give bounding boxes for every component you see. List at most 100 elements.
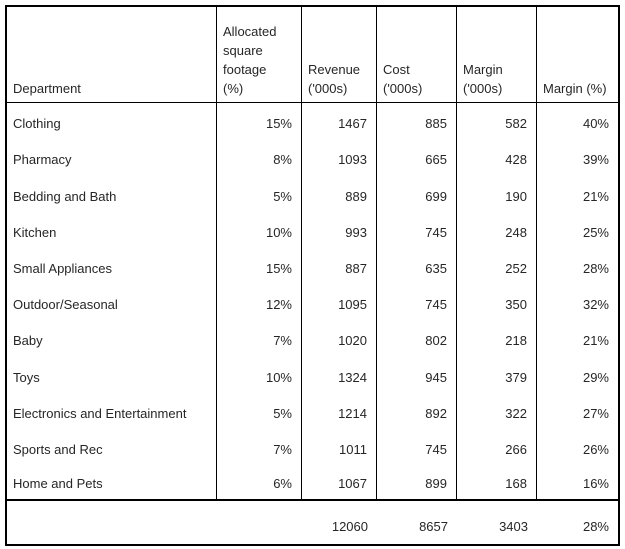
table-row-margin-cell: 322 (457, 392, 537, 429)
total-row-empty-sqft-cell (217, 501, 302, 544)
cost-value: 699 (425, 188, 447, 204)
table-row-sqft-cell: 7% (217, 428, 302, 465)
table-row-margin-cell: 248 (457, 211, 537, 248)
column-header-margin-pct: Margin (%) (537, 7, 618, 103)
table-row-revenue-cell: 1067 (302, 464, 377, 502)
department-label: Kitchen (13, 224, 57, 240)
table-row-margin-pct-cell: 40% (537, 103, 618, 140)
table-row-cost-cell: 635 (377, 247, 457, 284)
table-row-cost-cell: 892 (377, 392, 457, 429)
margin-value: 266 (505, 441, 527, 457)
cost-value: 745 (425, 297, 447, 313)
revenue-value: 1324 (338, 369, 367, 385)
table-row-margin-cell: 266 (457, 428, 537, 465)
revenue-value: 887 (345, 260, 367, 276)
table-row-cost-cell: 802 (377, 320, 457, 357)
table-row-margin-pct-cell: 21% (537, 175, 618, 212)
margin-pct-value: 16% (582, 476, 609, 492)
table-row-margin-cell: 218 (457, 320, 537, 357)
revenue-value: 993 (345, 224, 367, 240)
table-row-department-cell: Toys (7, 356, 217, 393)
table-row-margin-pct-cell: 28% (537, 247, 618, 284)
cost-value: 665 (425, 152, 447, 168)
department-label: Electronics and Entertainment (13, 405, 187, 421)
revenue-value: 1093 (338, 152, 367, 168)
table-row-cost-cell: 745 (377, 283, 457, 321)
table-row-cost-cell: 745 (377, 211, 457, 248)
margin-pct-value: 39% (582, 152, 609, 168)
column-header-department: Department (7, 7, 217, 103)
table-row-margin-cell: 350 (457, 283, 537, 321)
department-label: Outdoor/Seasonal (13, 297, 118, 313)
header-line: (%) (223, 81, 244, 96)
margin-pct-value: 21% (582, 333, 609, 349)
table-row-margin-pct-cell: 26% (537, 428, 618, 465)
table-row-department-cell: Kitchen (7, 211, 217, 248)
table-row-margin-pct-cell: 16% (537, 464, 618, 502)
cost-value: 945 (425, 369, 447, 385)
table-row-sqft-cell: 12% (217, 283, 302, 321)
margin-value: 190 (505, 188, 527, 204)
header-line: Revenue (308, 62, 361, 77)
cost-value: 885 (425, 116, 447, 132)
department-financials-table: Department Allocated square footage (%) … (5, 5, 620, 546)
header-line: Margin (463, 62, 503, 77)
column-header-cost: Cost ('000s) (377, 7, 457, 103)
department-label: Small Appliances (13, 260, 112, 276)
header-line: Cost (383, 62, 410, 77)
total-row-empty-department-cell (7, 501, 217, 544)
margin-value: 252 (505, 260, 527, 276)
table-row-cost-cell: 885 (377, 103, 457, 140)
table-row-sqft-cell: 10% (217, 211, 302, 248)
total-cost-value: 8657 (419, 519, 448, 534)
table-row-department-cell: Baby (7, 320, 217, 357)
sqft-value: 12% (265, 297, 292, 313)
table-row-cost-cell: 745 (377, 428, 457, 465)
department-label: Pharmacy (13, 152, 72, 168)
cost-value: 899 (425, 476, 447, 492)
table-row-revenue-cell: 1095 (302, 283, 377, 321)
table-row-revenue-cell: 1020 (302, 320, 377, 357)
header-line: ('000s) (383, 81, 423, 96)
header-line: square (223, 43, 263, 58)
sqft-value: 5% (273, 188, 292, 204)
margin-value: 248 (505, 224, 527, 240)
margin-pct-value: 27% (582, 405, 609, 421)
table-row-revenue-cell: 1467 (302, 103, 377, 140)
table-row-department-cell: Home and Pets (7, 464, 217, 502)
total-row-cost-cell: 8657 (377, 501, 457, 544)
table-row-margin-cell: 252 (457, 247, 537, 284)
margin-value: 218 (505, 333, 527, 349)
total-row-revenue-cell: 12060 (302, 501, 377, 544)
table-row-margin-pct-cell: 29% (537, 356, 618, 393)
table-row-sqft-cell: 6% (217, 464, 302, 502)
department-label: Sports and Rec (13, 441, 103, 457)
table-row-department-cell: Bedding and Bath (7, 175, 217, 212)
table-row-cost-cell: 699 (377, 175, 457, 212)
margin-value: 168 (505, 476, 527, 492)
table-row-margin-pct-cell: 32% (537, 283, 618, 321)
revenue-value: 889 (345, 188, 367, 204)
table-row-sqft-cell: 15% (217, 247, 302, 284)
sqft-value: 6% (273, 476, 292, 492)
table-row-revenue-cell: 887 (302, 247, 377, 284)
margin-pct-value: 28% (582, 260, 609, 276)
table-row-revenue-cell: 1093 (302, 139, 377, 176)
table-row-margin-pct-cell: 39% (537, 139, 618, 176)
table-row-margin-cell: 168 (457, 464, 537, 502)
table-row-cost-cell: 899 (377, 464, 457, 502)
header-line: footage (223, 62, 267, 77)
table-row-sqft-cell: 5% (217, 175, 302, 212)
table-row-revenue-cell: 1214 (302, 392, 377, 429)
margin-pct-value: 26% (582, 441, 609, 457)
total-row-margin-cell: 3403 (457, 501, 537, 544)
margin-value: 322 (505, 405, 527, 421)
sqft-value: 5% (273, 405, 292, 421)
margin-pct-value: 32% (582, 297, 609, 313)
table-row-sqft-cell: 10% (217, 356, 302, 393)
margin-value: 379 (505, 369, 527, 385)
table-row-sqft-cell: 8% (217, 139, 302, 176)
table-row-margin-cell: 190 (457, 175, 537, 212)
sqft-value: 10% (265, 224, 292, 240)
